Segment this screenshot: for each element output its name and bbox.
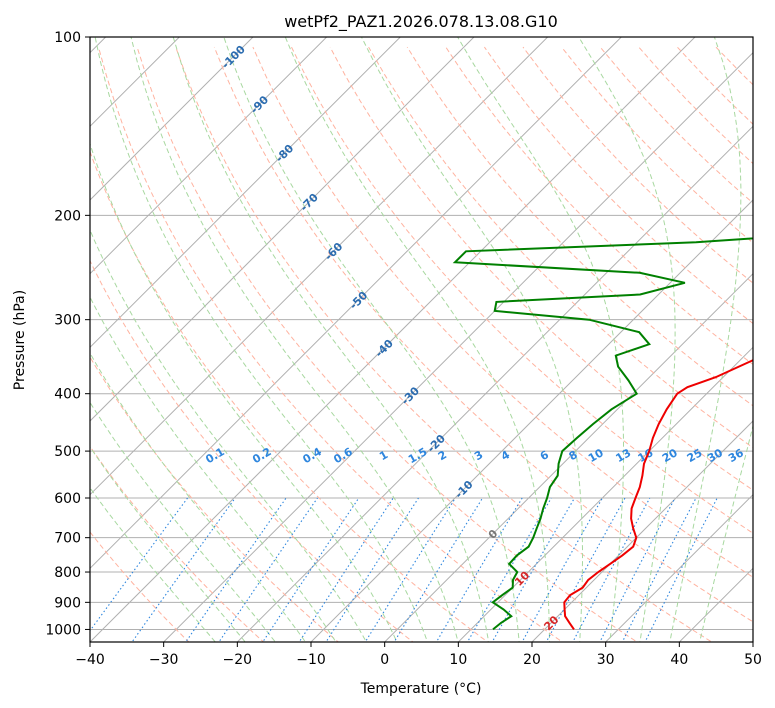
mixing-ratio-line	[298, 497, 394, 642]
moist-adiabat	[284, 37, 550, 642]
isotherm-gridline	[604, 493, 753, 642]
y-tick-label: 400	[54, 387, 81, 403]
mixing-ratio-line	[262, 497, 360, 642]
y-tick-label: 700	[54, 531, 81, 547]
mixing-ratio-line	[218, 497, 318, 642]
y-tick-label: 500	[54, 444, 81, 460]
y-tick-label: 1000	[45, 622, 81, 638]
isotherm-gridline	[90, 37, 696, 642]
x-axis: −40 −30 −20 −10 0 10 20 30 40 50	[75, 642, 762, 668]
moist-adiabat	[223, 37, 520, 642]
isotherm-gridline	[383, 272, 753, 642]
x-tick-label: −10	[296, 652, 326, 668]
isotherm-gridline	[90, 37, 254, 201]
dry-adiabat	[90, 259, 414, 642]
y-tick-label: 100	[54, 30, 81, 46]
isotherm-gridline	[162, 51, 753, 642]
dry-adiabat	[213, 46, 753, 623]
mixing-ratio-line	[466, 497, 552, 642]
mixing-ratio-line	[185, 497, 287, 642]
dry-adiabat	[90, 356, 339, 642]
mixing-ratio-line	[364, 497, 456, 642]
dry-adiabat	[483, 46, 753, 325]
x-tick-label: 30	[597, 652, 615, 668]
y-tick-label: 300	[54, 313, 81, 329]
moist-adiabat	[94, 37, 429, 642]
moist-adiabat	[90, 487, 216, 642]
moist-adiabat	[90, 352, 307, 642]
mixing-ratio-line	[131, 497, 236, 642]
moist-adiabat	[90, 296, 337, 642]
chart-title: wetPf2_PAZ1.2026.078.13.08.G10	[284, 12, 558, 32]
temperature-profile-line	[563, 359, 753, 630]
dry-adiabat	[252, 46, 753, 578]
y-tick-label: 800	[54, 565, 81, 581]
moist-adiabat	[130, 37, 459, 642]
dry-adiabat	[368, 46, 753, 449]
mixing-ratio-line	[644, 497, 718, 642]
dewpoint-profile-line	[452, 237, 753, 631]
y-tick-label: 600	[54, 491, 81, 507]
moist-adiabat	[90, 401, 276, 642]
moist-adiabat	[90, 446, 246, 642]
dry-adiabat	[291, 46, 753, 534]
isotherm-gridline	[90, 37, 402, 349]
x-tick-label: −30	[149, 652, 179, 668]
x-tick-label: 0	[380, 652, 389, 668]
dry-adiabat	[90, 150, 489, 642]
profiles	[452, 237, 753, 631]
mixing-ratio-line	[621, 497, 697, 642]
mixing-ratio-line	[491, 497, 575, 642]
x-tick-label: 10	[449, 652, 467, 668]
isotherm-gridline	[531, 420, 753, 642]
isotherm-gridline	[457, 346, 753, 642]
isotherm-gridline	[90, 37, 475, 422]
x-axis-label: Temperature (°C)	[360, 681, 482, 697]
x-tick-label: 40	[670, 652, 688, 668]
moist-adiabat	[172, 37, 490, 642]
moist-adiabat	[90, 142, 398, 642]
isotherm-gridline	[90, 37, 549, 496]
mixing-ratio-line	[325, 497, 419, 642]
background-lines	[90, 37, 753, 642]
moist-adiabat	[578, 37, 676, 642]
moist-adiabat	[699, 423, 753, 642]
moist-adiabat	[457, 37, 625, 642]
moist-adiabat	[669, 37, 742, 642]
isotherm-gridline	[90, 37, 328, 275]
y-axis: 100 200 300 400 500 600 700 800 900 1000	[45, 30, 90, 638]
x-tick-label: 20	[523, 652, 541, 668]
dry-adiabat	[98, 46, 564, 642]
x-tick-label: −20	[223, 652, 253, 668]
dry-adiabat	[90, 531, 190, 642]
moist-adiabat	[90, 228, 367, 642]
x-tick-label: −40	[75, 652, 105, 668]
y-axis-label: Pressure (hPa)	[12, 290, 28, 390]
y-tick-label: 200	[54, 208, 81, 224]
dry-adiabat	[136, 46, 638, 642]
mixing-ratio-line	[435, 497, 523, 642]
x-tick-label: 50	[744, 652, 762, 668]
isotherm-gridline	[90, 37, 623, 570]
moist-adiabat	[361, 37, 583, 642]
mixing-ratio-line	[521, 497, 603, 642]
plot-frame	[89, 36, 754, 643]
isotherm-gridline	[236, 125, 753, 642]
dry-adiabat	[445, 46, 753, 365]
y-tick-label: 900	[54, 595, 81, 611]
